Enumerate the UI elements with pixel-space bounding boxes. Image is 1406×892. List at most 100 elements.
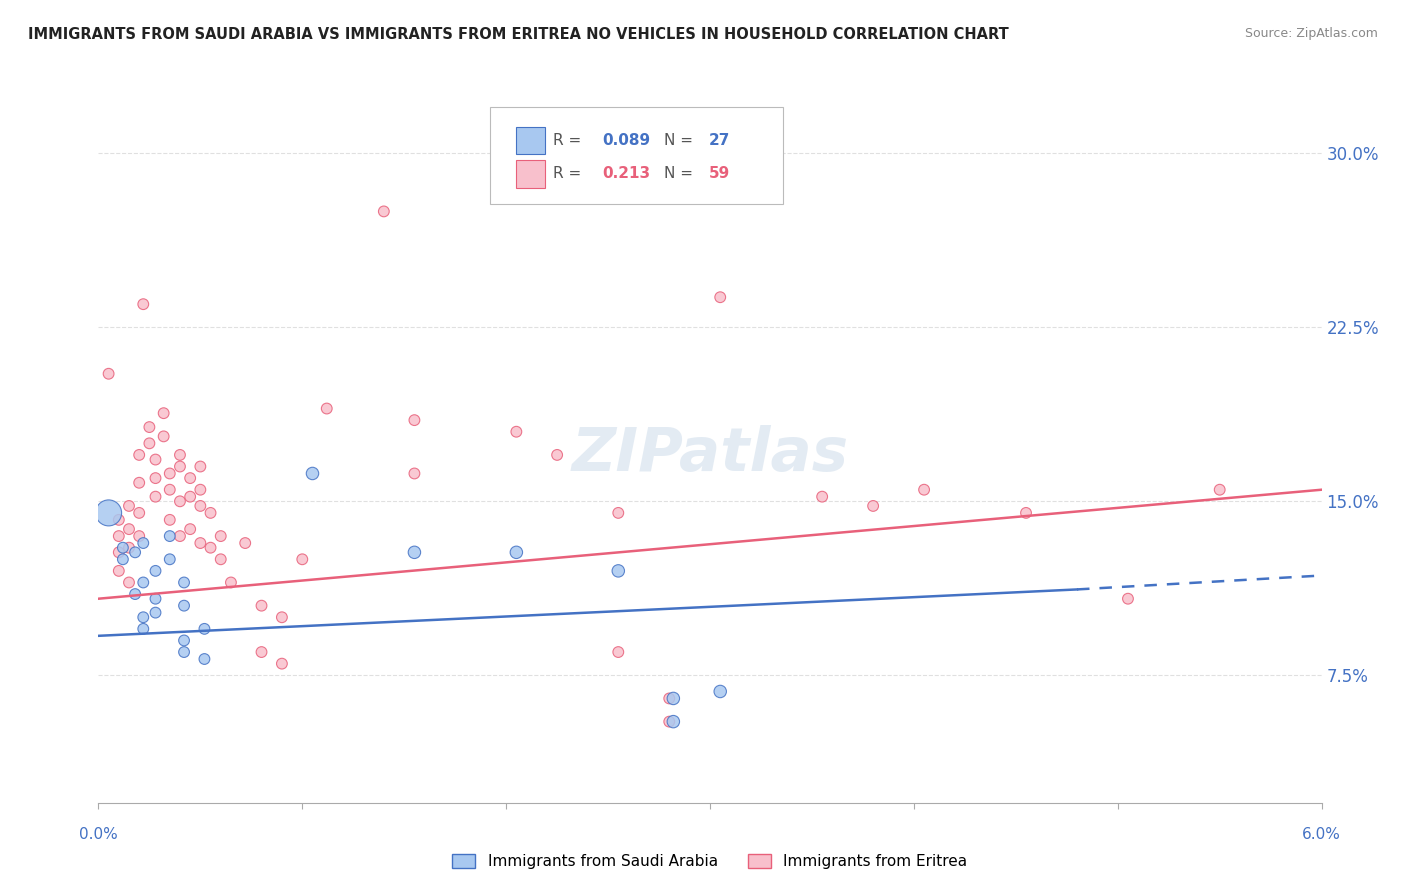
Text: 0.0%: 0.0% (79, 827, 118, 841)
Point (169, 494, 191, 508)
Text: R =: R = (554, 133, 586, 148)
Point (152, 406, 174, 420)
Point (505, 425, 527, 439)
Point (1116, 591, 1139, 606)
Point (1208, 483, 1230, 497)
Point (270, 610, 292, 624)
Point (128, 475, 150, 490)
Point (138, 420, 160, 434)
Point (152, 429, 174, 443)
Point (301, 467, 323, 481)
Point (145, 591, 167, 606)
Point (145, 564, 167, 578)
Point (173, 575, 195, 590)
Point (404, 413, 426, 427)
Point (1015, 506, 1038, 520)
Point (662, 691, 685, 706)
Text: 0.213: 0.213 (602, 166, 651, 181)
Point (132, 622, 155, 636)
Point (145, 606, 167, 620)
Point (811, 490, 834, 504)
Point (219, 575, 242, 590)
Point (200, 506, 222, 520)
Point (658, 691, 681, 706)
Point (128, 506, 150, 520)
Point (138, 436, 160, 450)
Point (193, 622, 215, 636)
Point (169, 459, 191, 474)
Point (132, 297, 155, 311)
Point (658, 714, 681, 729)
Point (709, 290, 731, 304)
Point (373, 204, 395, 219)
Point (118, 575, 141, 590)
Point (505, 545, 527, 559)
Point (173, 645, 195, 659)
Point (118, 541, 141, 555)
Point (315, 401, 337, 416)
Point (250, 645, 273, 659)
Point (97, 506, 120, 520)
Text: N =: N = (664, 133, 697, 148)
Point (111, 541, 134, 555)
Point (209, 529, 232, 543)
Point (270, 657, 292, 671)
Point (188, 459, 212, 474)
Point (128, 529, 150, 543)
Point (188, 536, 212, 550)
Text: 27: 27 (709, 133, 730, 148)
Point (179, 471, 201, 485)
Text: N =: N = (664, 166, 697, 181)
Text: ZIPatlas: ZIPatlas (571, 425, 849, 484)
Point (124, 545, 146, 559)
Point (709, 684, 731, 698)
Point (607, 645, 630, 659)
Point (108, 529, 131, 543)
Point (159, 552, 181, 566)
Point (132, 575, 155, 590)
Point (124, 587, 146, 601)
Point (404, 467, 426, 481)
Text: 0.089: 0.089 (602, 133, 651, 148)
Point (179, 522, 201, 536)
Point (132, 536, 155, 550)
Text: R =: R = (554, 166, 586, 181)
Point (159, 483, 181, 497)
Point (188, 499, 212, 513)
FancyBboxPatch shape (489, 107, 783, 204)
Point (145, 452, 167, 467)
Point (209, 552, 232, 566)
Point (108, 513, 131, 527)
Point (404, 545, 426, 559)
Text: IMMIGRANTS FROM SAUDI ARABIA VS IMMIGRANTS FROM ERITREA NO VEHICLES IN HOUSEHOLD: IMMIGRANTS FROM SAUDI ARABIA VS IMMIGRAN… (28, 27, 1010, 42)
Point (200, 541, 222, 555)
Point (97, 367, 120, 381)
Point (159, 513, 181, 527)
Point (193, 652, 215, 666)
Point (173, 633, 195, 648)
Point (233, 536, 256, 550)
Point (607, 506, 630, 520)
Point (159, 529, 181, 543)
Point (111, 552, 134, 566)
Point (912, 483, 935, 497)
Point (173, 599, 195, 613)
Point (188, 483, 212, 497)
Point (108, 564, 131, 578)
Point (291, 552, 314, 566)
Point (607, 564, 630, 578)
FancyBboxPatch shape (516, 127, 546, 154)
Point (108, 545, 131, 559)
Point (862, 499, 884, 513)
Point (179, 490, 201, 504)
Point (118, 522, 141, 536)
Point (128, 448, 150, 462)
Point (145, 471, 167, 485)
Text: 59: 59 (709, 166, 730, 181)
Point (118, 499, 141, 513)
FancyBboxPatch shape (516, 160, 546, 187)
Point (169, 529, 191, 543)
Legend: Immigrants from Saudi Arabia, Immigrants from Eritrea: Immigrants from Saudi Arabia, Immigrants… (446, 848, 974, 875)
Text: Source: ZipAtlas.com: Source: ZipAtlas.com (1244, 27, 1378, 40)
Point (145, 490, 167, 504)
